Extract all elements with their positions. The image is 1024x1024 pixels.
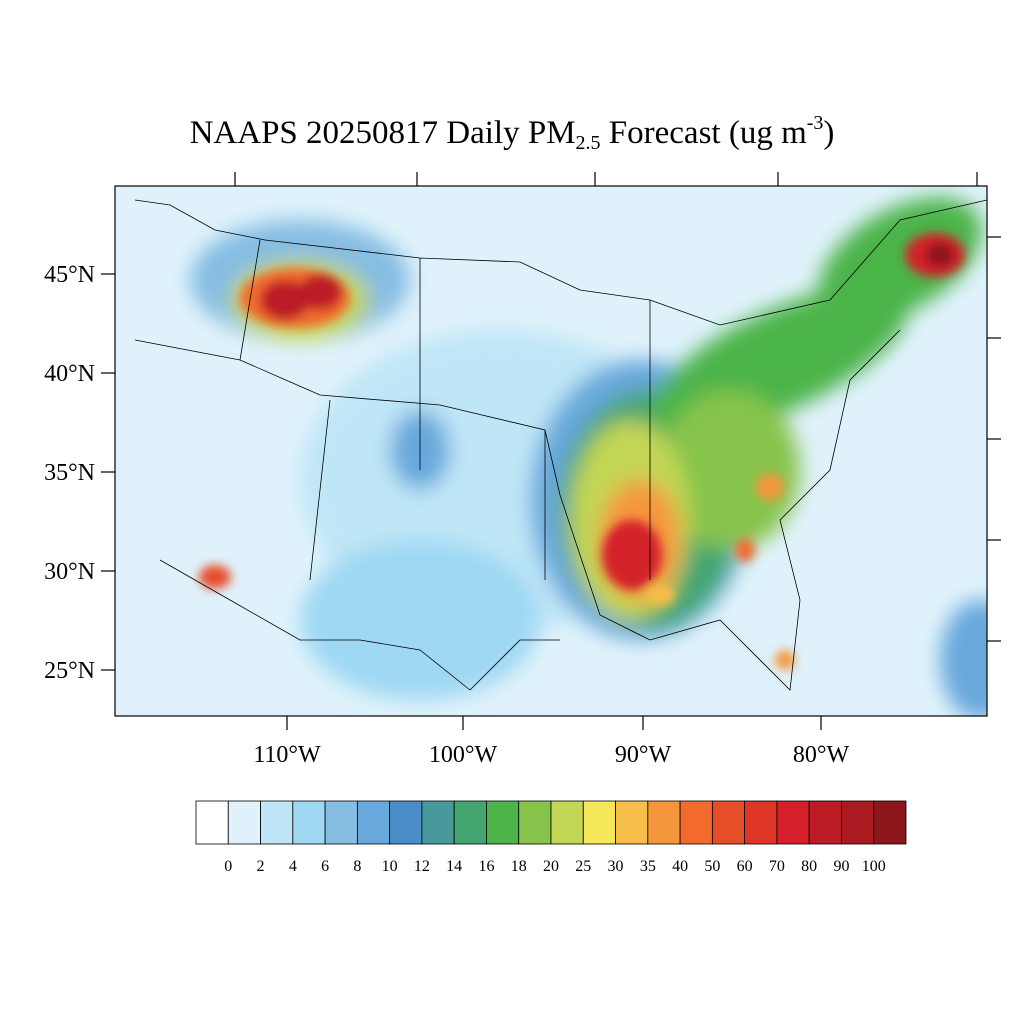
lat-label: 30°N [44, 559, 95, 585]
color-swatch [744, 800, 778, 845]
lon-label: 90°W [615, 742, 672, 768]
colorbar-label: 50 [704, 858, 720, 875]
frame-ticks [101, 172, 1001, 730]
axis-labels: 45°N 40°N 35°N 30°N 25°N 110°W 100°W 90°W 80°W [44, 262, 849, 768]
color-swatch [518, 800, 552, 845]
color-swatch [292, 800, 326, 845]
color-swatch [873, 800, 907, 845]
color-swatch [453, 800, 487, 845]
lat-label: 25°N [44, 658, 95, 684]
color-swatch [615, 800, 649, 845]
colorbar-label: 90 [833, 858, 849, 875]
colorbar-label: 30 [608, 858, 624, 875]
lon-label: 100°W [429, 742, 498, 768]
color-swatch [776, 800, 810, 845]
color-swatch [421, 800, 455, 845]
colorbar-label: 100 [862, 858, 886, 875]
colorbar-label: 80 [801, 858, 817, 875]
color-swatch [227, 800, 261, 845]
color-swatch [195, 800, 229, 845]
colorbar-label: 0 [224, 858, 232, 875]
lat-label: 40°N [44, 361, 95, 387]
map-field [115, 186, 987, 716]
color-swatch [389, 800, 423, 845]
color-swatch [647, 800, 681, 845]
colorbar-label: 70 [769, 858, 785, 875]
lon-label: 80°W [793, 742, 850, 768]
title-text: Forecast (ug m [600, 115, 807, 151]
title-superscript: -3 [806, 112, 824, 134]
colorbar-label: 18 [511, 858, 527, 875]
colorbar-label: 35 [640, 858, 656, 875]
color-swatch [324, 800, 358, 845]
title-subscript: 2.5 [575, 132, 601, 154]
map-title: NAAPS 20250817 Daily PM2.5 Forecast (ug … [0, 112, 1024, 155]
colorbar-label: 16 [478, 858, 494, 875]
colorbar-label: 2 [257, 858, 265, 875]
color-swatch [582, 800, 616, 845]
title-text: NAAPS 20250817 Daily PM [189, 115, 576, 151]
color-swatch [356, 800, 391, 845]
colorbar-label: 8 [353, 858, 361, 875]
colorbar-label: 10 [382, 858, 398, 875]
lon-label: 110°W [253, 742, 321, 768]
lat-label: 45°N [44, 262, 95, 288]
colorbar: 0 2 4 6 8 10 12 14 16 18 20 25 30 35 40 50 60 70 80 90 100 [195, 800, 907, 875]
color-swatch [550, 800, 584, 845]
color-swatch [841, 800, 875, 845]
color-swatch [808, 800, 842, 845]
colorbar-label: 40 [672, 858, 688, 875]
color-swatch [260, 800, 294, 845]
lat-label: 35°N [44, 460, 95, 486]
colorbar-label: 20 [543, 858, 559, 875]
colorbar-label: 4 [289, 858, 297, 875]
colorbar-label: 6 [321, 858, 329, 875]
color-swatch [711, 800, 746, 845]
colorbar-label: 12 [414, 858, 430, 875]
colorbar-label: 60 [737, 858, 753, 875]
title-text: ) [823, 115, 835, 151]
color-swatch [679, 800, 713, 845]
color-swatch [486, 800, 520, 845]
map-frame [114, 185, 988, 717]
boundaries [134, 199, 987, 691]
smoke-hotspots [199, 233, 965, 670]
colorbar-label: 25 [575, 858, 591, 875]
colorbar-label: 14 [446, 858, 462, 875]
